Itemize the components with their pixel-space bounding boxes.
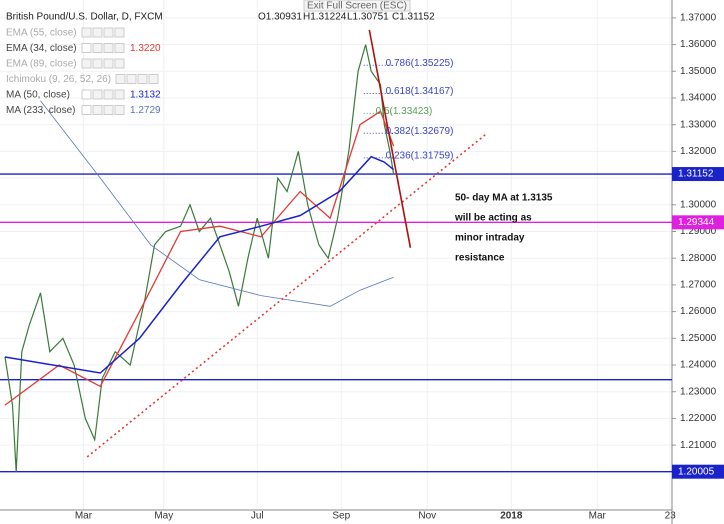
y-tick-label: 1.25000	[680, 333, 717, 344]
ohlc-value: O1.30931	[258, 12, 302, 23]
legend-button[interactable]	[137, 74, 148, 84]
y-tick-label: 1.32000	[680, 146, 717, 157]
trendline	[368, 29, 412, 248]
fib-label: 0.236(1.31759)	[386, 150, 454, 161]
legend-entry: EMA (89, close)	[6, 59, 77, 70]
y-tick-label: 1.22000	[680, 413, 717, 424]
y-tick-label: 1.35000	[680, 66, 717, 77]
fib-label: 0.382(1.32679)	[386, 126, 454, 137]
series-line	[4, 44, 395, 472]
exit-fullscreen-label: Exit Full Screen (ESC)	[307, 1, 407, 12]
y-tick-label: 1.28000	[680, 253, 717, 264]
legend-button[interactable]	[92, 43, 103, 53]
annotation: will be acting as	[454, 213, 532, 224]
annotation: 50- day MA at 1.3135	[455, 193, 553, 204]
legend-button[interactable]	[81, 43, 92, 53]
series-line	[4, 155, 395, 374]
x-tick-label: Sep	[332, 511, 350, 522]
legend-button[interactable]	[126, 74, 137, 84]
y-tick-label: 1.33000	[680, 119, 717, 130]
fib-label: 0.5(1.33423)	[376, 106, 433, 117]
legend-button[interactable]	[92, 89, 103, 100]
legend-button[interactable]	[114, 58, 125, 69]
legend-value: 1.3132	[130, 90, 161, 101]
legend-button[interactable]	[81, 27, 92, 38]
legend-entry: Ichimoku (9, 26, 52, 26)	[6, 74, 111, 85]
legend-button[interactable]	[103, 58, 114, 69]
x-tick-label: 2018	[500, 511, 523, 522]
legend-button[interactable]	[92, 27, 103, 38]
legend-button[interactable]	[114, 27, 125, 38]
legend-value: 1.3220	[130, 43, 161, 54]
y-tick-label: 1.23000	[680, 386, 717, 397]
ohlc-value: L1.30751	[347, 12, 389, 23]
trendline	[86, 134, 486, 458]
y-tick-label: 1.21000	[680, 440, 717, 451]
legend-button[interactable]	[103, 27, 114, 38]
ohlc-value: C1.31152	[392, 12, 435, 23]
chart-title: British Pound/U.S. Dollar, D, FXCM	[6, 12, 163, 23]
y-tick-label: 1.34000	[680, 93, 717, 104]
price-tag-label: 1.20005	[678, 466, 715, 477]
x-tick-label: May	[154, 511, 173, 522]
y-tick-label: 1.24000	[680, 360, 717, 371]
price-tag	[672, 215, 724, 230]
legend-button[interactable]	[103, 43, 114, 53]
legend-button[interactable]	[114, 43, 125, 53]
legend-button[interactable]	[103, 89, 114, 100]
legend-button[interactable]	[114, 105, 125, 115]
legend-entry: MA (50, close)	[6, 90, 70, 101]
legend-entry: EMA (55, close)	[6, 28, 77, 39]
series-line	[40, 100, 394, 307]
legend-button[interactable]	[81, 89, 92, 100]
annotation: resistance	[455, 253, 505, 264]
x-tick-label: Mar	[589, 511, 607, 522]
legend-button[interactable]	[115, 74, 126, 84]
legend-button[interactable]	[148, 74, 159, 84]
price-tag	[672, 167, 724, 182]
legend-button[interactable]	[103, 105, 114, 115]
x-tick-label: Nov	[418, 511, 436, 522]
y-tick-label: 1.26000	[680, 306, 717, 317]
price-tag	[672, 464, 724, 479]
x-tick-label: Mar	[75, 511, 93, 522]
legend-value: 1.2729	[130, 105, 161, 116]
ohlc-value: H1.31224	[303, 12, 347, 23]
y-tick-label: 1.37000	[680, 13, 717, 24]
y-tick-label: 1.29000	[680, 226, 717, 237]
price-tag-label: 1.31152	[678, 169, 714, 180]
legend-button[interactable]	[81, 105, 92, 115]
legend-button[interactable]	[81, 58, 92, 69]
fib-label: 0.618(1.34167)	[386, 86, 454, 97]
legend-button[interactable]	[114, 89, 125, 100]
x-tick-label: 23	[665, 511, 677, 522]
exit-fullscreen-button[interactable]	[303, 0, 411, 12]
annotation: minor intraday	[455, 233, 525, 244]
legend-button[interactable]	[92, 58, 103, 69]
fib-label: 0.786(1.35225)	[386, 58, 454, 69]
y-tick-label: 1.30000	[680, 199, 717, 210]
x-tick-label: Jul	[251, 511, 264, 522]
y-tick-label: 1.36000	[680, 39, 717, 50]
legend-entry: MA (233, close)	[6, 105, 75, 116]
y-tick-label: 1.27000	[680, 280, 717, 291]
legend-entry: EMA (34, close)	[6, 43, 77, 54]
price-tag-label: 1.29344	[678, 217, 715, 228]
legend-button[interactable]	[92, 105, 103, 115]
